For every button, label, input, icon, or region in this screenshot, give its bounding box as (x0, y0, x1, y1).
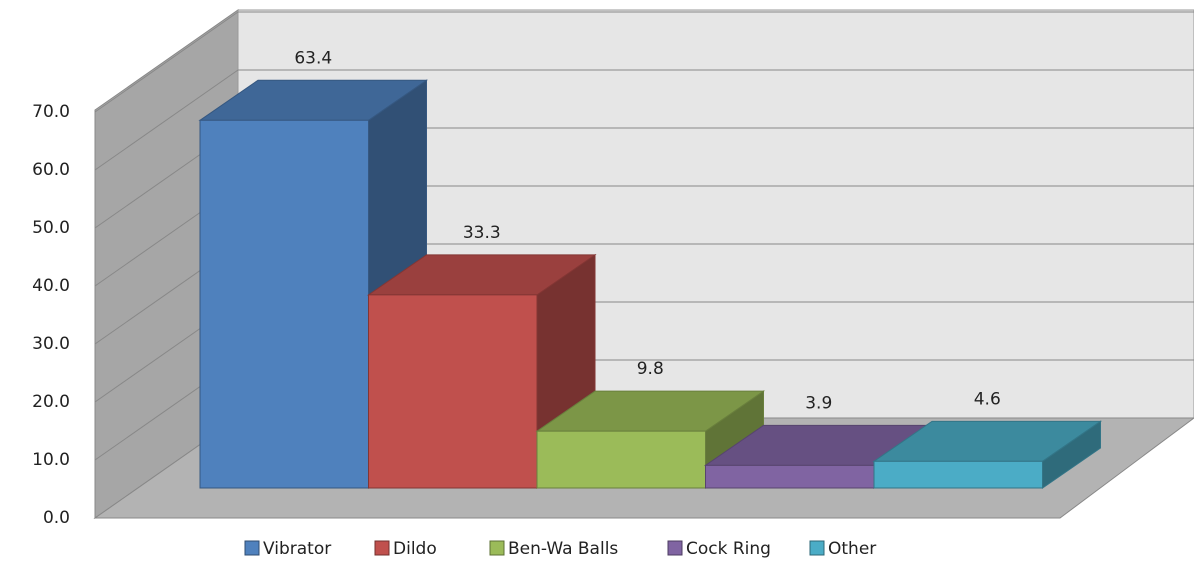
legend-label: Vibrator (263, 539, 331, 559)
y-tick-label: 10.0 (32, 450, 70, 470)
grid-line (94, 11, 239, 113)
legend-swatch (489, 540, 505, 556)
y-tick-label: 60.0 (32, 160, 70, 180)
legend-swatch (667, 540, 683, 556)
bar (199, 119, 369, 489)
legend-swatch (809, 540, 825, 556)
y-tick-label: 20.0 (32, 392, 70, 412)
data-label: 3.9 (805, 393, 832, 413)
legend-label: Other (828, 539, 876, 559)
bar (368, 294, 538, 489)
data-label: 33.3 (463, 223, 501, 243)
y-tick-label: 30.0 (32, 334, 70, 354)
data-label: 4.6 (974, 389, 1001, 409)
data-label: 63.4 (294, 48, 332, 68)
legend-label: Dildo (393, 539, 437, 559)
y-tick-label: 70.0 (32, 102, 70, 122)
bar (873, 460, 1043, 489)
bar (536, 430, 706, 489)
y-tick-label: 50.0 (32, 218, 70, 238)
legend-swatch (374, 540, 390, 556)
y-tick-label: 40.0 (32, 276, 70, 296)
y-tick-label: 0.0 (43, 508, 70, 528)
legend-label: Ben-Wa Balls (508, 539, 618, 559)
grid-line (94, 69, 239, 171)
data-label: 9.8 (637, 359, 664, 379)
legend-swatch (244, 540, 260, 556)
legend-label: Cock Ring (686, 539, 771, 559)
bar (705, 464, 875, 489)
